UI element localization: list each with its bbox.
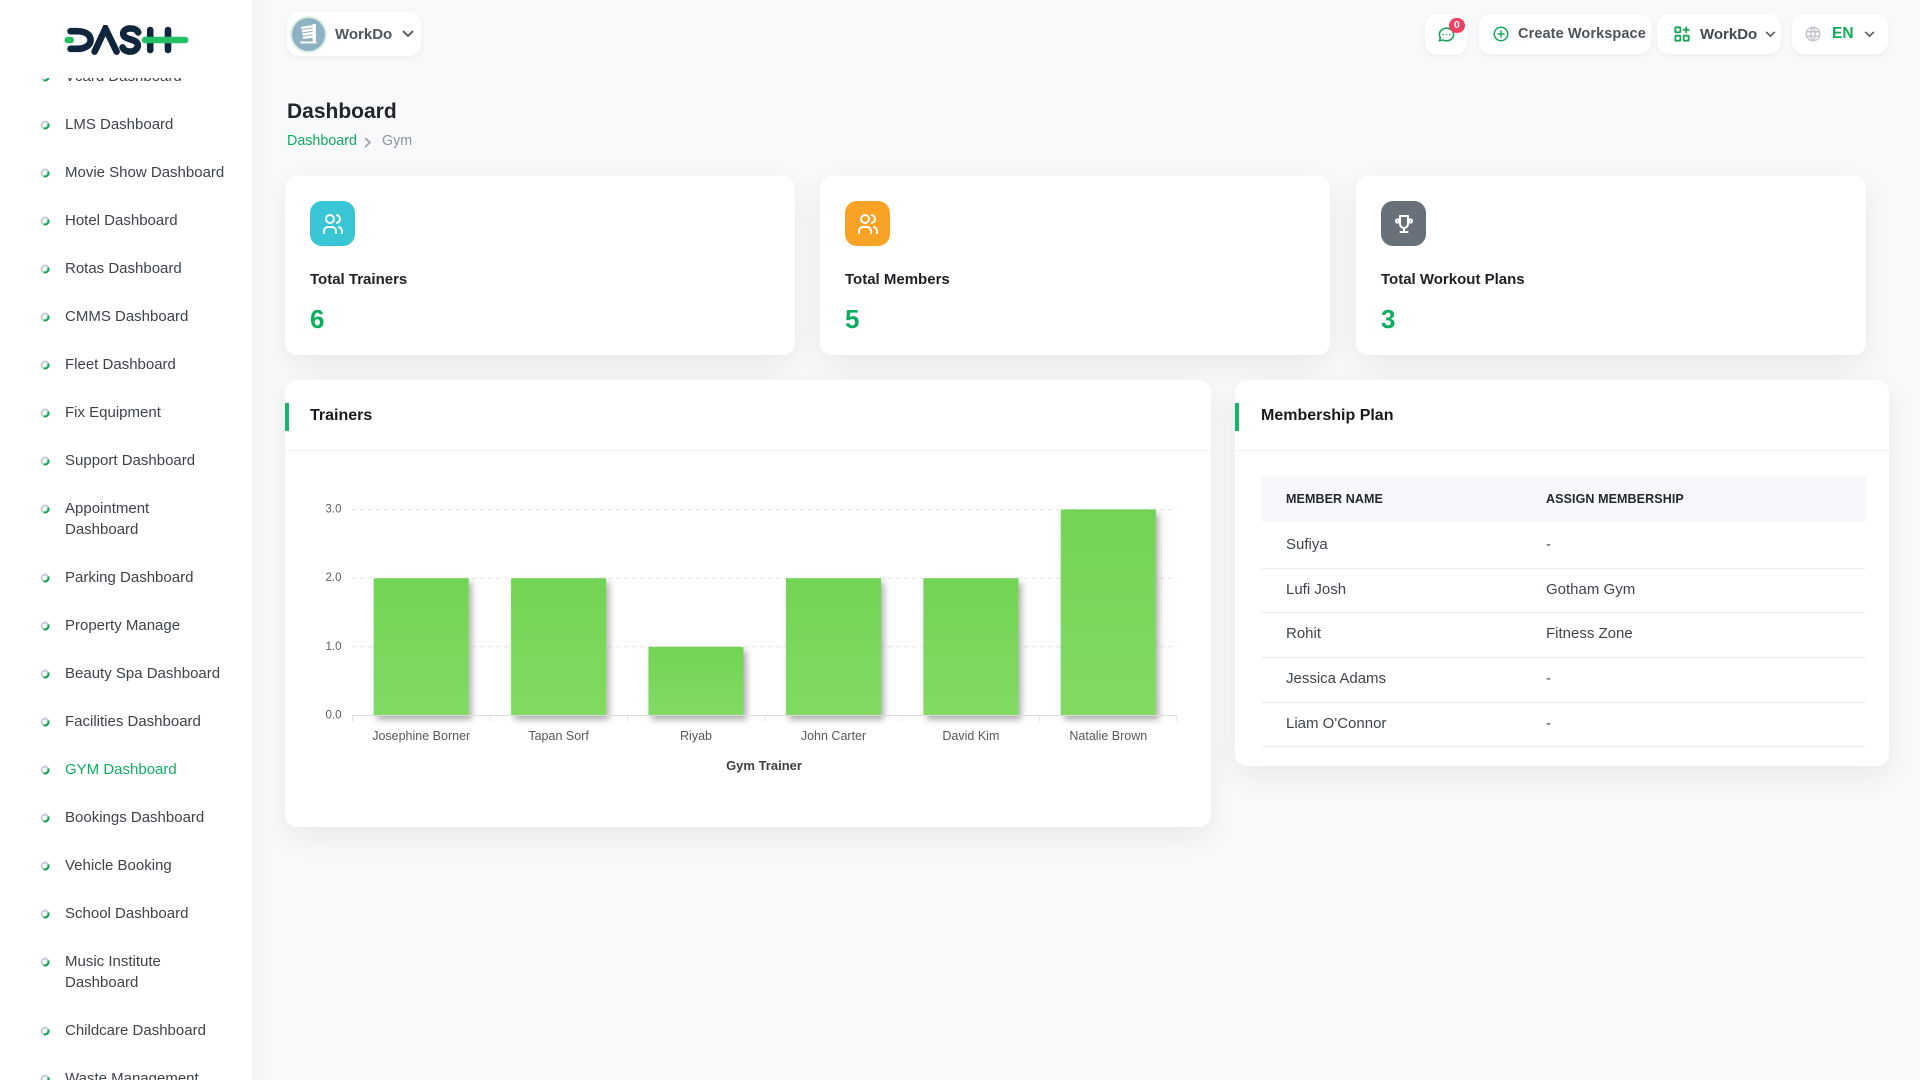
svg-text:2.0: 2.0	[326, 572, 342, 584]
svg-text:Tapan Sorf: Tapan Sorf	[528, 729, 589, 743]
svg-text:Gym Trainer: Gym Trainer	[726, 758, 802, 773]
svg-text:Riyab: Riyab	[680, 729, 712, 743]
svg-text:John Carter: John Carter	[801, 729, 866, 743]
svg-text:1.0: 1.0	[326, 641, 342, 653]
svg-text:Natalie Brown: Natalie Brown	[1069, 729, 1147, 743]
svg-text:Josephine Borner: Josephine Borner	[372, 729, 470, 743]
svg-text:3.0: 3.0	[326, 504, 342, 516]
svg-text:0.0: 0.0	[326, 710, 342, 722]
svg-text:David Kim: David Kim	[942, 729, 999, 743]
